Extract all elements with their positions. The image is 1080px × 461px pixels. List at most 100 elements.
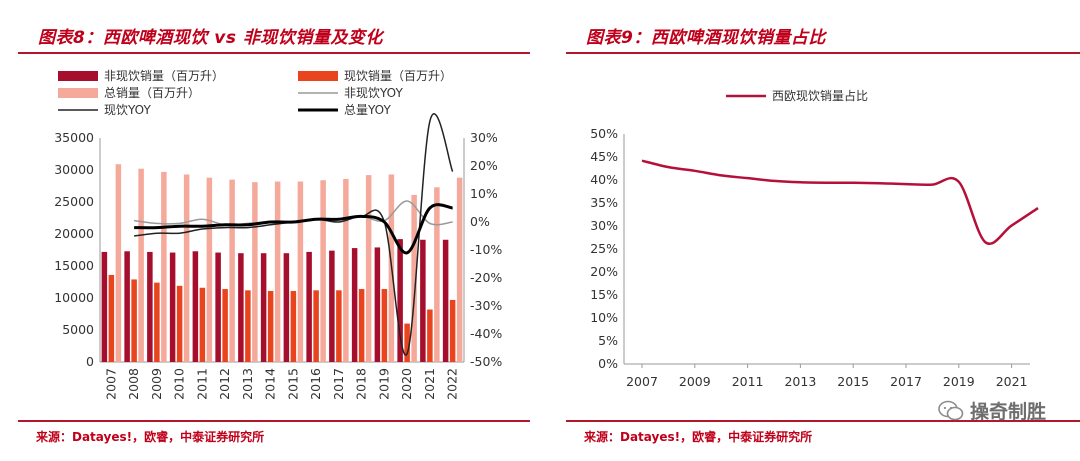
- x-tick-label: 2015: [837, 374, 869, 389]
- bar-total-volume: [434, 187, 440, 362]
- legend-label: 现饮销量（百万升）: [344, 69, 452, 83]
- bar-total-volume: [456, 177, 463, 362]
- x-tick-label: 2021: [996, 374, 1028, 389]
- watermark-text: 操奇制胜: [969, 401, 1046, 423]
- bar-ontrade-volume: [199, 287, 206, 362]
- title-bar: 图表8：西欧啤酒现饮 vs 非现饮销量及变化: [18, 18, 530, 54]
- x-tick-label: 2016: [308, 368, 323, 400]
- bar-offtrade-volume: [283, 253, 290, 362]
- x-tick-label: 2011: [732, 374, 764, 389]
- x-tick-label: 2013: [240, 368, 255, 400]
- y-tick-label-left: 5000: [62, 322, 94, 337]
- y-tick-label: 20%: [590, 264, 618, 279]
- wechat-icon: [938, 400, 964, 420]
- bar-total-volume: [365, 175, 372, 362]
- legend-label: 现饮YOY: [104, 103, 151, 117]
- y-tick-label-left: 20000: [54, 226, 94, 241]
- bar-ontrade-volume: [381, 289, 388, 362]
- legend-label: 总销量（百万升）: [104, 86, 200, 100]
- y-tick-label-right: 20%: [470, 158, 498, 173]
- source-note: 来源：Datayes!，欧睿，中泰证券研究所: [36, 430, 265, 444]
- bar-offtrade-volume: [442, 239, 449, 362]
- bar-ontrade-volume: [313, 290, 319, 362]
- y-tick-label-left: 35000: [54, 130, 94, 145]
- volume-chart: 0 5000 10000 15000 20000 25000 30000 35000 -50% -…: [54, 69, 502, 400]
- x-tick-label: 2008: [126, 368, 141, 400]
- bar-total-volume: [138, 168, 144, 362]
- bar-ontrade-volume: [108, 274, 115, 362]
- bar-ontrade-volume: [267, 290, 274, 362]
- bar-total-volume: [343, 178, 349, 362]
- y-tick-label-left: 15000: [54, 258, 94, 273]
- bar-ontrade-volume: [290, 290, 297, 362]
- bar-offtrade-volume: [351, 248, 358, 362]
- source-note: 来源：Datayes!，欧睿，中泰证券研究所: [584, 430, 813, 444]
- bar-ontrade-volume: [358, 289, 365, 362]
- bar-ontrade-volume: [404, 323, 410, 362]
- bar-ontrade-volume: [176, 285, 183, 362]
- bar-total-volume: [320, 180, 326, 362]
- x-tick-label: 2018: [354, 368, 369, 400]
- bar-offtrade-volume: [169, 252, 176, 362]
- x-tick-label: 2022: [445, 368, 460, 400]
- chart-title: 图表8：西欧啤酒现饮 vs 非现饮销量及变化: [38, 28, 383, 48]
- bar-ontrade-volume: [245, 290, 251, 362]
- bar-ontrade-volume: [222, 289, 228, 362]
- x-tick-label: 2009: [149, 368, 164, 400]
- x-tick-label: 2020: [399, 368, 414, 400]
- bar-total-volume: [229, 179, 235, 362]
- legend-swatch: [58, 88, 98, 98]
- x-tick-label: 2017: [331, 368, 346, 400]
- y-tick-label: 45%: [590, 149, 618, 164]
- chart-panel-left: 图表8：西欧啤酒现饮 vs 非现饮销量及变化 0 5000 10000 15000 20…: [0, 0, 530, 461]
- bar-total-volume: [183, 174, 190, 362]
- y-tick-label-right: -10%: [470, 242, 502, 257]
- x-tick-label: 2013: [784, 374, 816, 389]
- y-tick-label: 25%: [590, 241, 618, 256]
- legend-label: 总量YOY: [344, 103, 391, 117]
- x-tick-label: 2007: [103, 368, 118, 400]
- y-tick-label: 50%: [590, 126, 618, 141]
- bar-ontrade-volume: [449, 299, 456, 362]
- bar-ontrade-volume: [336, 290, 342, 362]
- y-tick-label: 5%: [598, 333, 618, 348]
- x-tick-label: 2014: [263, 368, 278, 400]
- source-bar: 来源：Datayes!，欧睿，中泰证券研究所: [566, 420, 1080, 452]
- y-tick-label-right: -30%: [470, 298, 502, 313]
- bar-total-volume: [297, 181, 304, 362]
- bar-total-volume: [206, 177, 213, 362]
- legend-swatch: [298, 71, 338, 81]
- y-tick-label-right: 30%: [470, 130, 498, 145]
- y-tick-label-right: 10%: [470, 186, 498, 201]
- y-tick-label-right: -20%: [470, 270, 502, 285]
- x-tick-label: 2021: [422, 368, 437, 400]
- x-tick-label: 2010: [172, 368, 187, 400]
- x-tick-label: 2019: [943, 374, 975, 389]
- x-tick-label: 2015: [285, 368, 300, 400]
- x-tick-label: 2011: [194, 368, 209, 400]
- share-chart: 0% 5% 10% 15% 20% 25% 30% 35% 40% 45% 50% 2007 2009 2…: [590, 88, 1039, 389]
- bar-ontrade-volume: [154, 282, 160, 362]
- watermark: 操奇制胜: [938, 397, 1046, 424]
- x-tick-label: 2007: [626, 374, 658, 389]
- legend-label: 西欧现饮销量占比: [772, 88, 868, 103]
- title-bar: 图表9：西欧啤酒现饮销量占比: [566, 18, 1080, 54]
- bar-total-volume: [252, 182, 258, 362]
- bar-offtrade-volume: [124, 251, 130, 362]
- bar-offtrade-volume: [101, 251, 108, 362]
- y-tick-label: 10%: [590, 310, 618, 325]
- y-tick-label: 15%: [590, 287, 618, 302]
- line-ontrade-share: [641, 159, 1039, 245]
- bar-offtrade-volume: [374, 247, 381, 362]
- bar-offtrade-volume: [238, 253, 244, 362]
- y-tick-label-right: -50%: [470, 354, 502, 369]
- y-tick-label-left: 0: [86, 354, 94, 369]
- y-tick-label-right: -40%: [470, 326, 502, 341]
- bar-offtrade-volume: [215, 252, 221, 362]
- legend-label: 非现饮销量（百万升）: [104, 69, 224, 83]
- y-tick-label-left: 25000: [54, 194, 94, 209]
- bar-total-volume: [115, 164, 122, 362]
- bar-offtrade-volume: [147, 251, 153, 362]
- y-tick-label: 0%: [598, 356, 618, 371]
- source-bar: 来源：Datayes!，欧睿，中泰证券研究所: [18, 420, 530, 452]
